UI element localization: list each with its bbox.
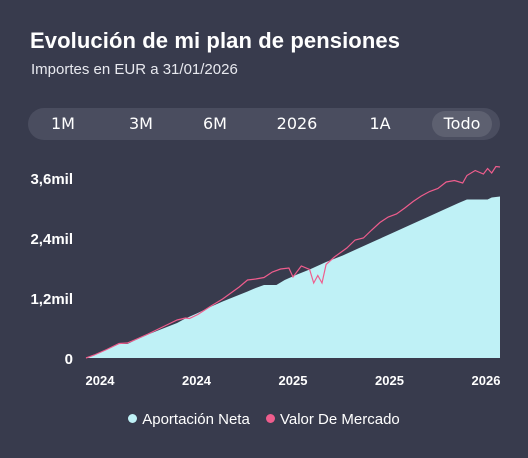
- x-tick-label: 2025: [279, 373, 308, 388]
- y-tick-label: 0: [65, 351, 73, 368]
- range-3m-button[interactable]: 3M: [129, 114, 153, 133]
- y-tick-label: 3,6mil: [30, 171, 73, 188]
- valor-mercado-line: [85, 165, 501, 359]
- chart-legend: Aportación Neta Valor De Mercado: [0, 411, 528, 428]
- legend-item-mercado[interactable]: Valor De Mercado: [265, 411, 400, 428]
- range-1a-button[interactable]: 1A: [369, 114, 391, 133]
- range-selector: 1M 3M 6M 2026 1A Todo: [28, 108, 500, 140]
- x-tick-label: 2024: [182, 373, 212, 388]
- pension-chart: 0 1,2mil 2,4mil 3,6mil 2024 2024 2025 2025 2026: [30, 165, 501, 388]
- range-2026-button[interactable]: 2026: [276, 114, 318, 133]
- legend-dot-aportacion: [128, 414, 138, 423]
- range-6m-button[interactable]: 6M: [203, 114, 227, 133]
- chart-title: Evolución de mi plan de pensiones: [30, 28, 401, 53]
- range-1m-button[interactable]: 1M: [51, 114, 75, 133]
- range-todo-button[interactable]: Todo: [432, 111, 492, 137]
- x-tick-label: 2026: [472, 373, 501, 388]
- x-tick-label: 2025: [375, 373, 404, 388]
- y-tick-label: 1,2mil: [30, 291, 73, 308]
- legend-dot-mercado: [265, 414, 275, 423]
- y-tick-label: 2,4mil: [30, 231, 73, 248]
- legend-label-aportacion: Aportación Neta: [142, 411, 250, 428]
- chart-subtitle: Importes en EUR a 31/01/2026: [31, 61, 238, 78]
- legend-item-aportacion[interactable]: Aportación Neta: [128, 411, 250, 428]
- x-tick-label: 2024: [86, 373, 116, 388]
- legend-label-mercado: Valor De Mercado: [279, 411, 400, 428]
